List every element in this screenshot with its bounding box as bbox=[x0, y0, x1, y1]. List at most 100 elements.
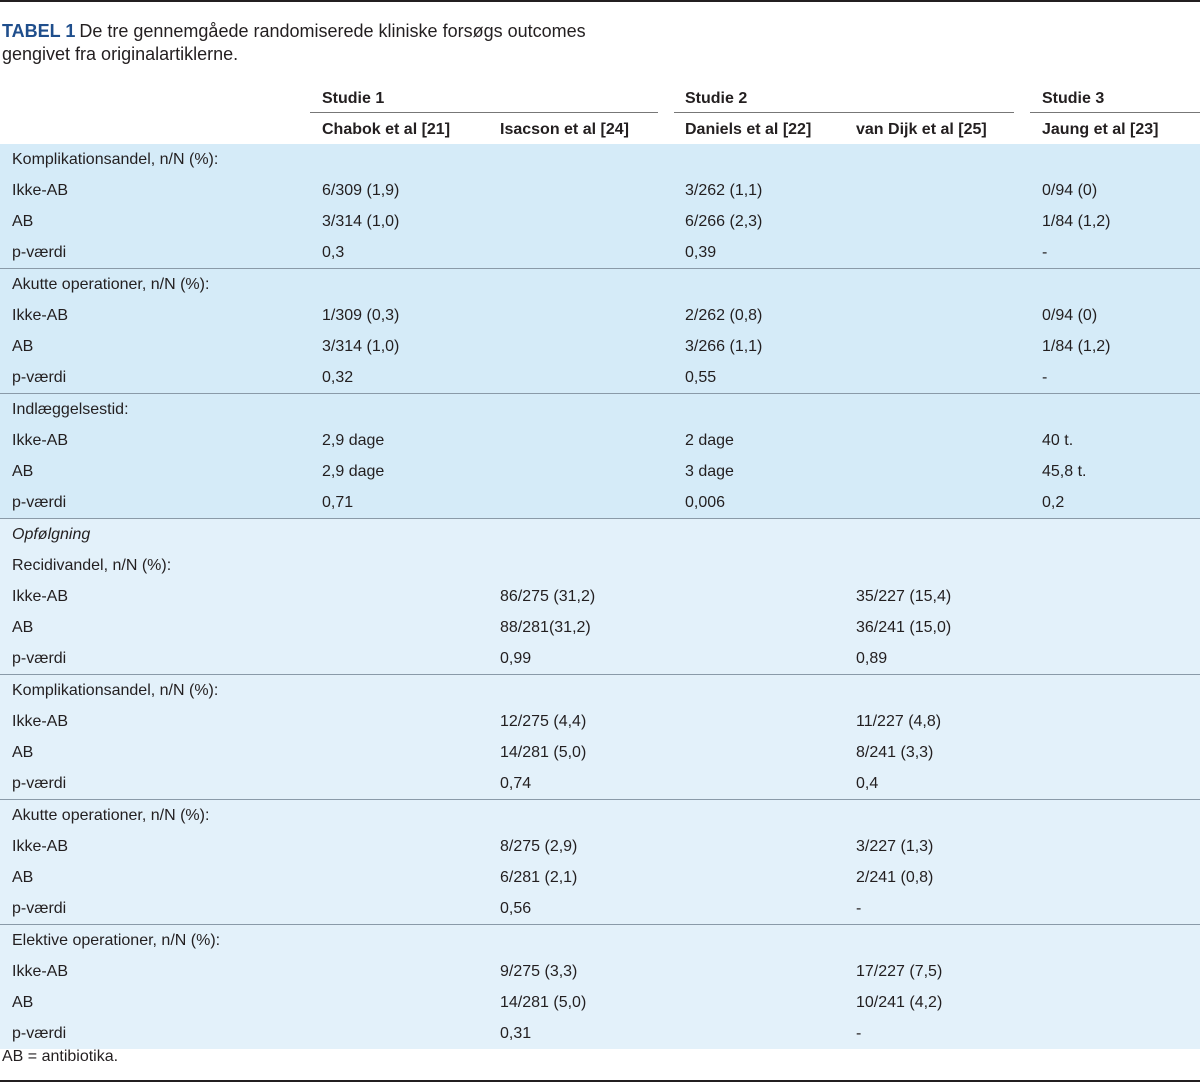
isacson-value: 0,99 bbox=[500, 650, 532, 667]
isacson-value: 12/275 (4,4) bbox=[500, 713, 587, 730]
row-label: AB bbox=[12, 213, 34, 230]
chabok-value: 0,3 bbox=[322, 244, 345, 261]
table-row: AB 3/314 (1,0) 3/266 (1,1) 1/84 (1,2) bbox=[0, 331, 1200, 362]
column-header-isacson: Isacson et al [24] bbox=[500, 121, 629, 138]
table-row: Komplikationsandel, n/N (%): bbox=[0, 675, 1200, 706]
table-row: Opfølgning bbox=[0, 519, 1200, 550]
table-row: Komplikationsandel, n/N (%): bbox=[0, 144, 1200, 175]
row-label: Ikke-AB bbox=[12, 588, 69, 605]
daniels-value: 3 dage bbox=[685, 463, 734, 480]
daniels-value: 0,39 bbox=[685, 244, 717, 261]
table-row: Ikke-AB 9/275 (3,3) 17/227 (7,5) bbox=[0, 956, 1200, 987]
table-group: Akutte operationer, n/N (%): Ikke-AB 1/309… bbox=[0, 269, 1200, 394]
table-group: Indlæggelsestid: Ikke-AB 2,9 dage 2 dage 40 … bbox=[0, 394, 1200, 519]
van-dijk-value: 0,89 bbox=[856, 650, 888, 667]
table-group: Akutte operationer, n/N (%): Ikke-AB 8/275… bbox=[0, 800, 1200, 925]
row-label: Ikke-AB bbox=[12, 963, 69, 980]
row-label: Komplikationsandel, n/N (%): bbox=[12, 151, 219, 168]
table-row: Ikke-AB 8/275 (2,9) 3/227 (1,3) bbox=[0, 831, 1200, 862]
jaung-value: 1/84 (1,2) bbox=[1042, 338, 1111, 355]
table-row: Elektive operationer, n/N (%): bbox=[0, 925, 1200, 956]
table-body: Komplikationsandel, n/N (%): Ikke-AB 6/309… bbox=[0, 144, 1200, 1049]
isacson-value: 86/275 (31,2) bbox=[500, 588, 596, 605]
isacson-value: 0,31 bbox=[500, 1025, 532, 1042]
isacson-value: 8/275 (2,9) bbox=[500, 838, 578, 855]
row-label: Ikke-AB bbox=[12, 307, 69, 324]
isacson-value: 0,56 bbox=[500, 900, 532, 917]
column-header-daniels: Daniels et al [22] bbox=[685, 121, 812, 138]
jaung-value: 40 t. bbox=[1042, 432, 1074, 449]
chabok-value: 1/309 (0,3) bbox=[322, 307, 400, 324]
daniels-value: 2 dage bbox=[685, 432, 734, 449]
table-row: AB 14/281 (5,0) 10/241 (4,2) bbox=[0, 987, 1200, 1018]
table-row: Ikke-AB 2,9 dage 2 dage 40 t. bbox=[0, 425, 1200, 456]
chabok-value: 2,9 dage bbox=[322, 463, 385, 480]
row-label: Ikke-AB bbox=[12, 182, 69, 199]
jaung-value: 0,2 bbox=[1042, 494, 1065, 511]
row-label: AB bbox=[12, 744, 34, 761]
table-group: Komplikationsandel, n/N (%): Ikke-AB 6/309… bbox=[0, 144, 1200, 269]
study-header-2: Studie 2 bbox=[685, 90, 748, 107]
row-label: Ikke-AB bbox=[12, 713, 69, 730]
study-3-underline bbox=[1030, 112, 1200, 113]
row-label: p-værdi bbox=[12, 900, 67, 917]
table-row: p-værdi 0,74 0,4 bbox=[0, 768, 1200, 799]
row-label: Elektive operationer, n/N (%): bbox=[12, 932, 221, 949]
table-row: Ikke-AB 86/275 (31,2) 35/227 (15,4) bbox=[0, 581, 1200, 612]
row-label: Opfølgning bbox=[12, 526, 91, 543]
table-row: Ikke-AB 6/309 (1,9) 3/262 (1,1) 0/94 (0) bbox=[0, 175, 1200, 206]
isacson-value: 6/281 (2,1) bbox=[500, 869, 578, 886]
row-label: AB bbox=[12, 869, 34, 886]
jaung-value: 45,8 t. bbox=[1042, 463, 1087, 480]
table-row: Indlæggelsestid: bbox=[0, 394, 1200, 425]
table-label: TABEL 1 bbox=[2, 21, 76, 41]
row-label: Komplikationsandel, n/N (%): bbox=[12, 682, 219, 699]
table-row: AB 14/281 (5,0) 8/241 (3,3) bbox=[0, 737, 1200, 768]
bottom-rule bbox=[0, 1080, 1200, 1082]
table-row: p-værdi 0,56 - bbox=[0, 893, 1200, 924]
daniels-value: 3/262 (1,1) bbox=[685, 182, 763, 199]
daniels-value: 0,55 bbox=[685, 369, 717, 386]
chabok-value: 6/309 (1,9) bbox=[322, 182, 400, 199]
chabok-value: 3/314 (1,0) bbox=[322, 213, 400, 230]
column-header-jaung: Jaung et al [23] bbox=[1042, 121, 1159, 138]
table-row: Ikke-AB 12/275 (4,4) 11/227 (4,8) bbox=[0, 706, 1200, 737]
jaung-value: - bbox=[1042, 244, 1048, 261]
table-footnote: AB = antibiotika. bbox=[2, 1048, 119, 1065]
isacson-value: 88/281(31,2) bbox=[500, 619, 591, 636]
table-row: p-værdi 0,32 0,55 - bbox=[0, 362, 1200, 393]
table-row: p-værdi 0,31 - bbox=[0, 1018, 1200, 1049]
chabok-value: 2,9 dage bbox=[322, 432, 385, 449]
top-rule bbox=[0, 0, 1200, 2]
table-row: AB 2,9 dage 3 dage 45,8 t. bbox=[0, 456, 1200, 487]
table-group: Elektive operationer, n/N (%): Ikke-AB 9/2… bbox=[0, 925, 1200, 1049]
row-label: Ikke-AB bbox=[12, 838, 69, 855]
row-label: AB bbox=[12, 619, 34, 636]
isacson-value: 14/281 (5,0) bbox=[500, 994, 587, 1011]
row-label: Indlæggelsestid: bbox=[12, 401, 129, 418]
table-caption-text: De tre gennemgåede randomiserede klinisk… bbox=[2, 21, 586, 64]
van-dijk-value: 17/227 (7,5) bbox=[856, 963, 943, 980]
van-dijk-value: - bbox=[856, 900, 862, 917]
row-label: AB bbox=[12, 994, 34, 1011]
table-row: Akutte operationer, n/N (%): bbox=[0, 800, 1200, 831]
study-2-underline bbox=[674, 112, 1014, 113]
van-dijk-value: 0,4 bbox=[856, 775, 879, 792]
jaung-value: - bbox=[1042, 369, 1048, 386]
chabok-value: 0,71 bbox=[322, 494, 354, 511]
chabok-value: 3/314 (1,0) bbox=[322, 338, 400, 355]
van-dijk-value: 10/241 (4,2) bbox=[856, 994, 943, 1011]
row-label: p-værdi bbox=[12, 244, 67, 261]
daniels-value: 0,006 bbox=[685, 494, 726, 511]
van-dijk-value: 11/227 (4,8) bbox=[856, 713, 942, 730]
table-row: AB 6/281 (2,1) 2/241 (0,8) bbox=[0, 862, 1200, 893]
table-row: AB 3/314 (1,0) 6/266 (2,3) 1/84 (1,2) bbox=[0, 206, 1200, 237]
table-row: p-værdi 0,3 0,39 - bbox=[0, 237, 1200, 268]
table-row: p-værdi 0,99 0,89 bbox=[0, 643, 1200, 674]
table-row: Ikke-AB 1/309 (0,3) 2/262 (0,8) 0/94 (0) bbox=[0, 300, 1200, 331]
jaung-value: 0/94 (0) bbox=[1042, 307, 1098, 324]
row-label: AB bbox=[12, 463, 34, 480]
isacson-value: 0,74 bbox=[500, 775, 532, 792]
study-1-underline bbox=[310, 112, 658, 113]
